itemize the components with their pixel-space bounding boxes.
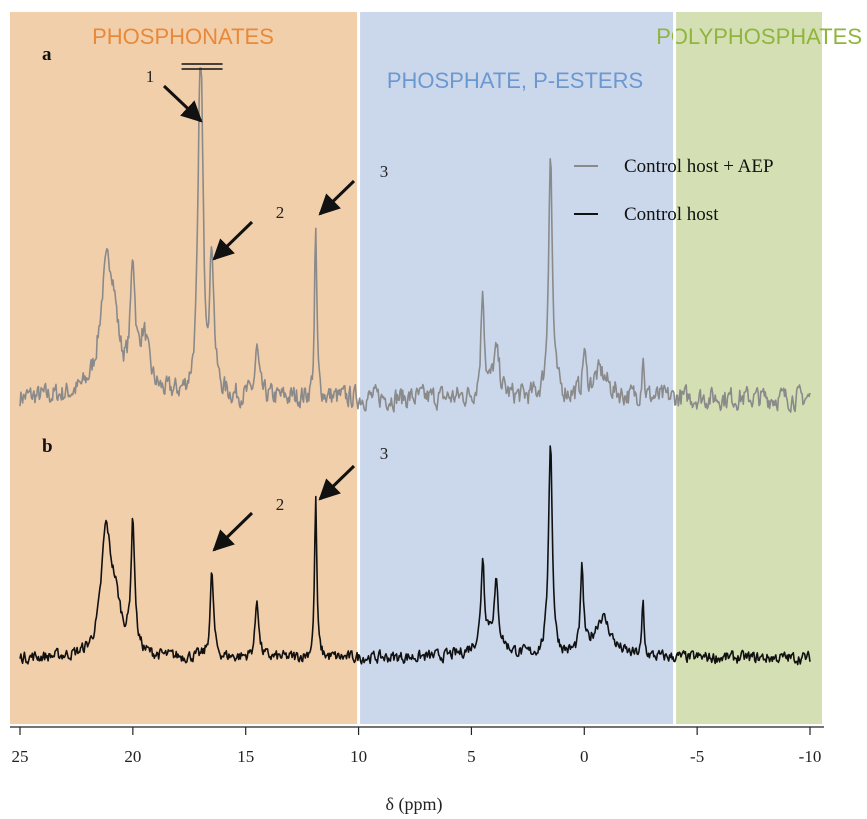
legend-label: Control host (624, 204, 719, 225)
region-label: PHOSPHONATES (92, 24, 274, 49)
x-tick-label: 15 (237, 747, 254, 766)
x-tick-label: 0 (580, 747, 589, 766)
region-band (674, 12, 822, 724)
x-tick-label: 20 (124, 747, 141, 766)
peak-label: 1 (146, 67, 155, 86)
x-axis-title: δ (ppm) (386, 794, 443, 815)
panel-label: b (42, 436, 53, 457)
spectrum-trace (19, 445, 811, 666)
x-tick-label: 25 (12, 747, 29, 766)
peak-arrow (318, 464, 356, 501)
region-band (358, 12, 675, 724)
peak-label: 2 (276, 203, 285, 222)
x-axis: 25 20 15 10 5 0 -5 -10 (10, 726, 824, 766)
chart-legend: Control host + AEP Control host (574, 156, 774, 225)
peak-arrow (212, 220, 254, 261)
region-label: POLYPHOSPHATES (656, 24, 862, 49)
region-label: PHOSPHATE, P-ESTERS (387, 68, 643, 93)
peak-annotations: a 1 2 3 b 2 3 (42, 44, 389, 552)
peak-label: 2 (276, 495, 285, 514)
x-tick-label: 5 (467, 747, 476, 766)
panel-label: a (42, 44, 52, 65)
region-band (10, 12, 359, 724)
x-tick-label: -5 (690, 747, 704, 766)
spectrum-trace (19, 67, 811, 413)
spectra-traces (19, 63, 811, 666)
peak-arrow (318, 179, 356, 216)
x-tick-label: -10 (799, 747, 822, 766)
peak-label: 3 (380, 162, 389, 181)
peak-label: 3 (380, 444, 389, 463)
x-tick-label: 10 (350, 747, 367, 766)
legend-label: Control host + AEP (624, 156, 774, 177)
peak-arrow (212, 511, 254, 552)
spectral-regions: PHOSPHONATES PHOSPHATE, P-ESTERS POLYPHOSP… (10, 12, 862, 724)
peak-arrow (162, 84, 203, 123)
